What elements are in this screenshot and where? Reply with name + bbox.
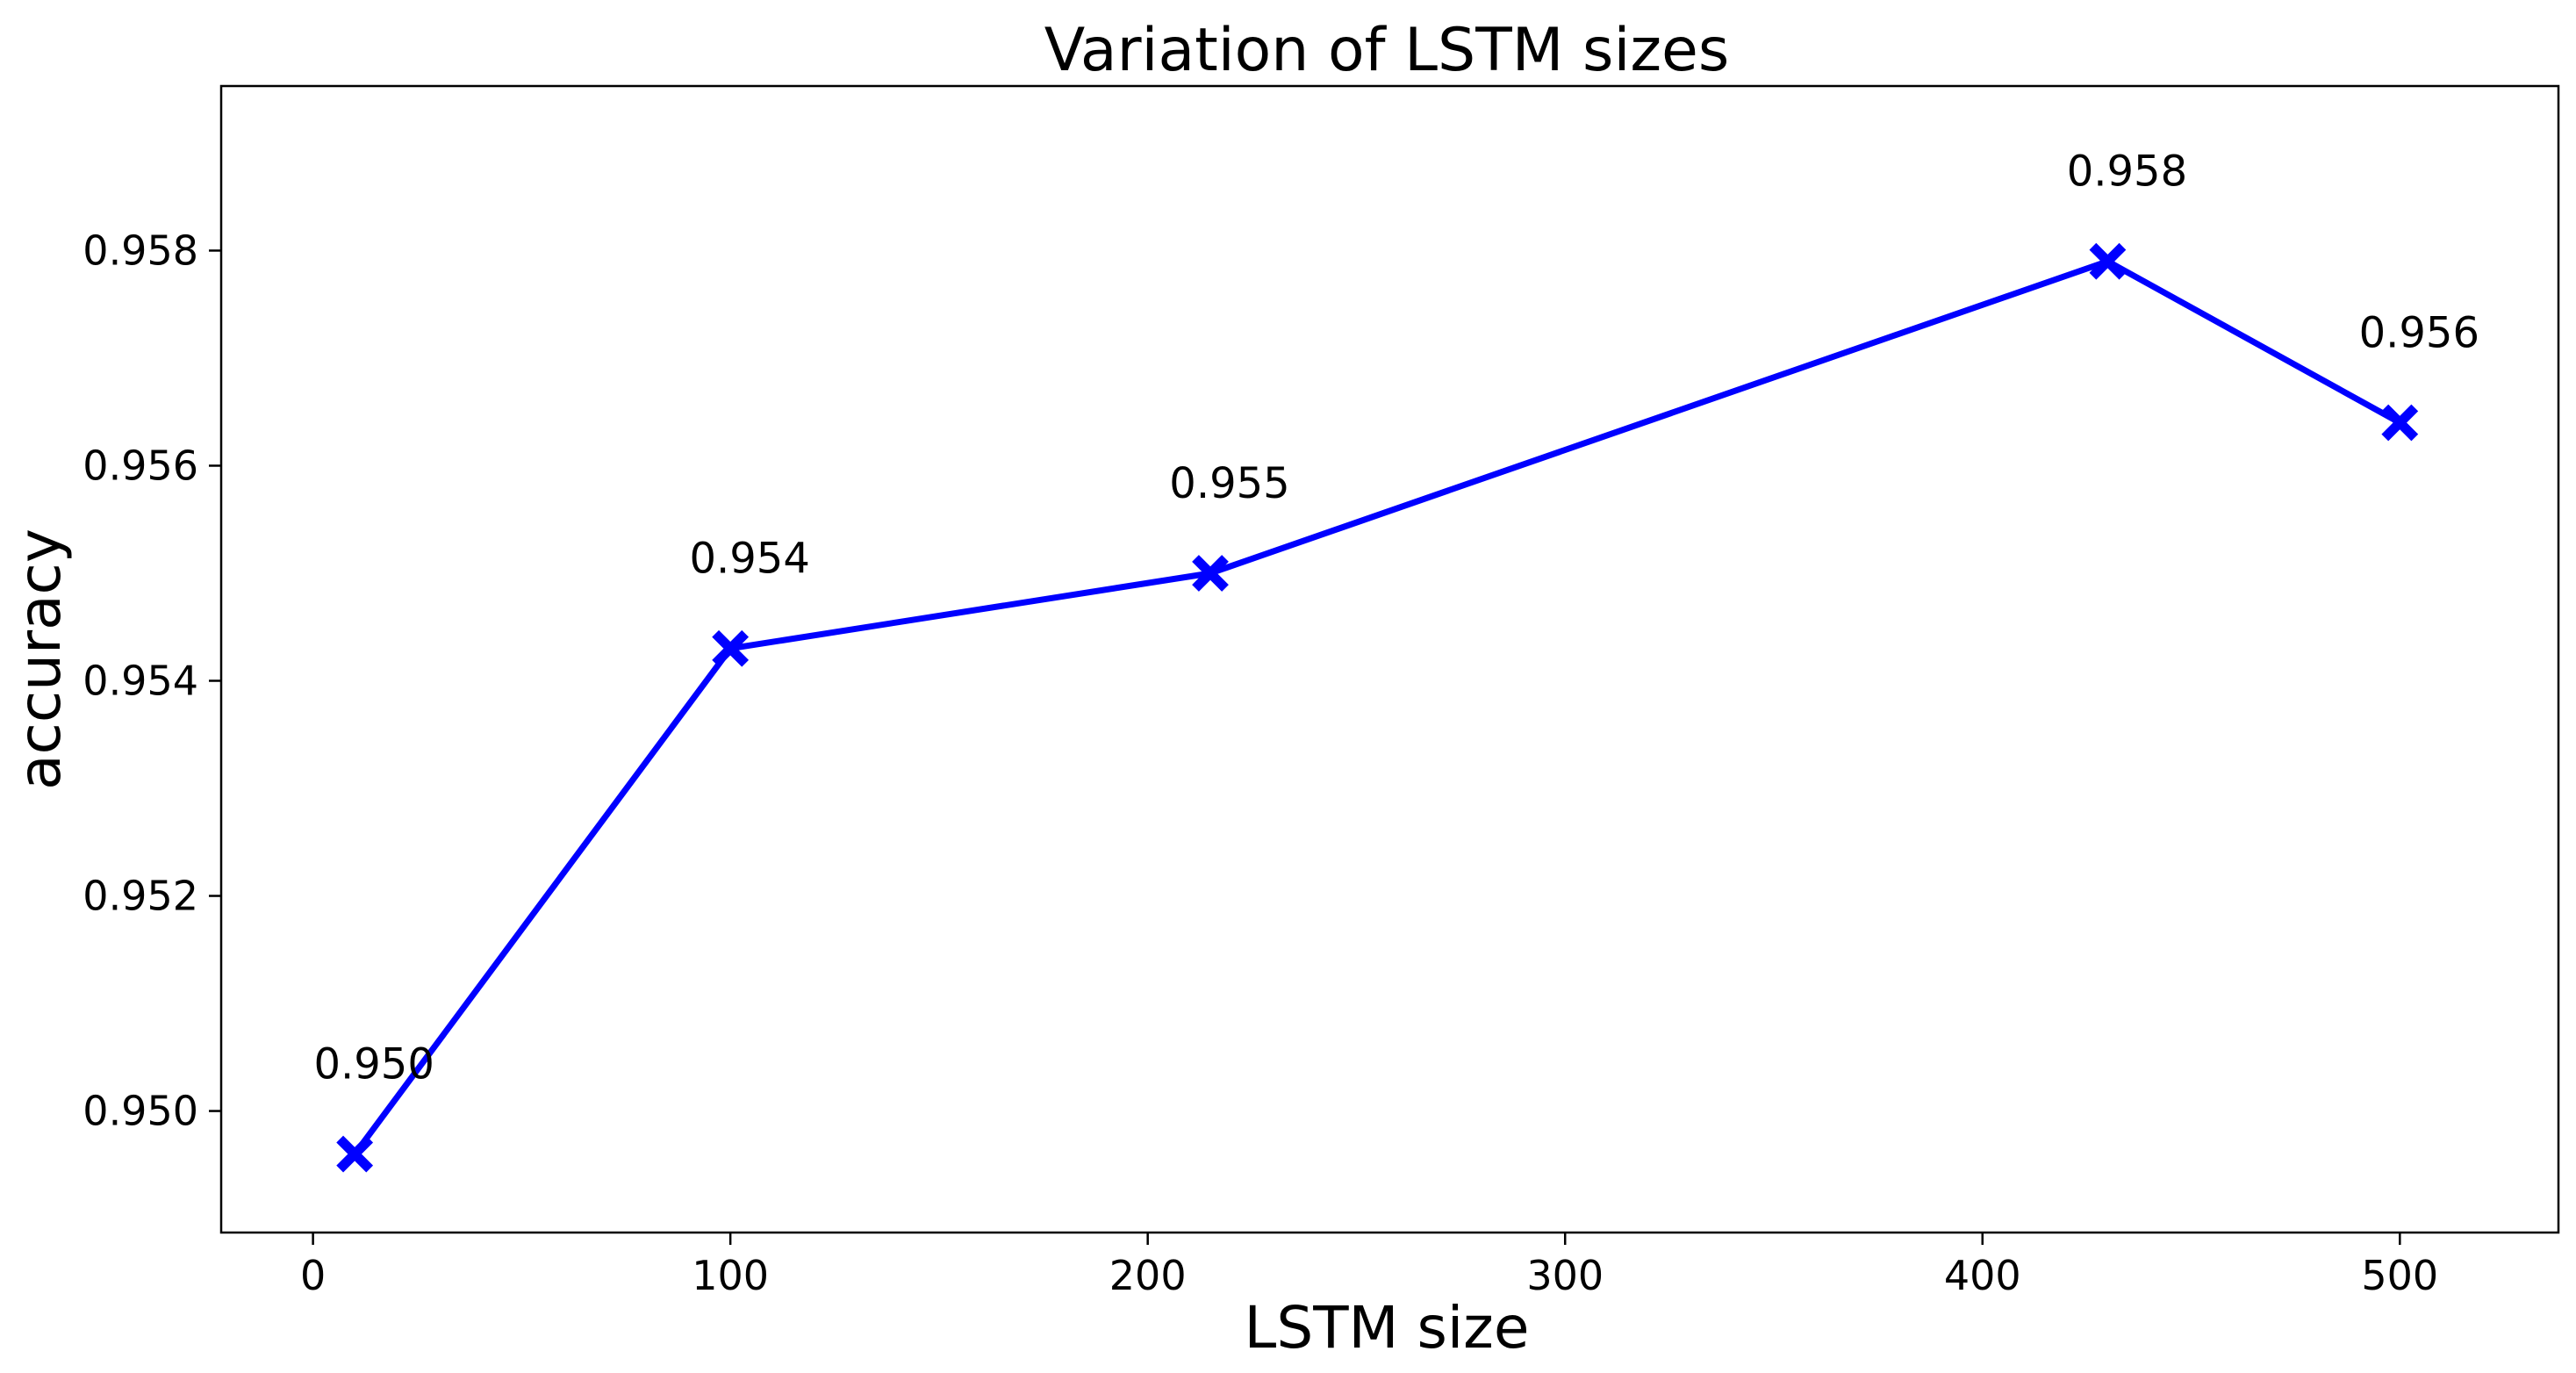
data-point-label: 0.954 [689,535,809,584]
x-tick-label: 200 [1109,1252,1187,1299]
data-point-marker [2089,242,2127,280]
x-tick-label: 400 [1944,1252,2021,1299]
data-point-marker [1192,555,1229,592]
series-line [352,258,2401,1156]
data-point-marker [2381,404,2419,442]
x-tick-label: 300 [1526,1252,1604,1299]
data-point-marker [712,629,750,667]
data-point-marker [336,1135,374,1173]
data-point-label: 0.956 [2359,308,2479,357]
series-layer: 0.950 0.954 0.955 0.958 0.956 [313,147,2479,1173]
y-tick-label: 0.958 [83,226,198,274]
x-tick-label: 0 [300,1252,326,1299]
x-tick-label: 100 [692,1252,769,1299]
y-tick-label: 0.954 [83,658,198,705]
y-axis: 0.950 0.952 0.954 0.956 0.958 [83,226,221,1135]
data-point-label: 0.950 [313,1040,434,1089]
x-axis-label: LSTM size [1245,1294,1530,1362]
y-tick-label: 0.952 [83,873,198,920]
plot-area: 0 100 200 300 400 500 0.9500.9520.9540.9560.9… [83,84,2560,1299]
x-axis: 0 100 200 300 400 500 [300,1233,2438,1299]
data-point-label: 0.958 [2067,147,2187,197]
data-point-label: 0.955 [1169,459,1289,508]
y-axis-label: accuracy [6,528,74,790]
chart-title: Variation of LSTM sizes [1044,16,1730,85]
x-tick-label: 500 [2361,1252,2438,1299]
plot-frame [219,84,2560,1234]
y-tick-label: 0.956 [83,442,198,489]
y-tick-label: 0.950 [83,1088,198,1135]
